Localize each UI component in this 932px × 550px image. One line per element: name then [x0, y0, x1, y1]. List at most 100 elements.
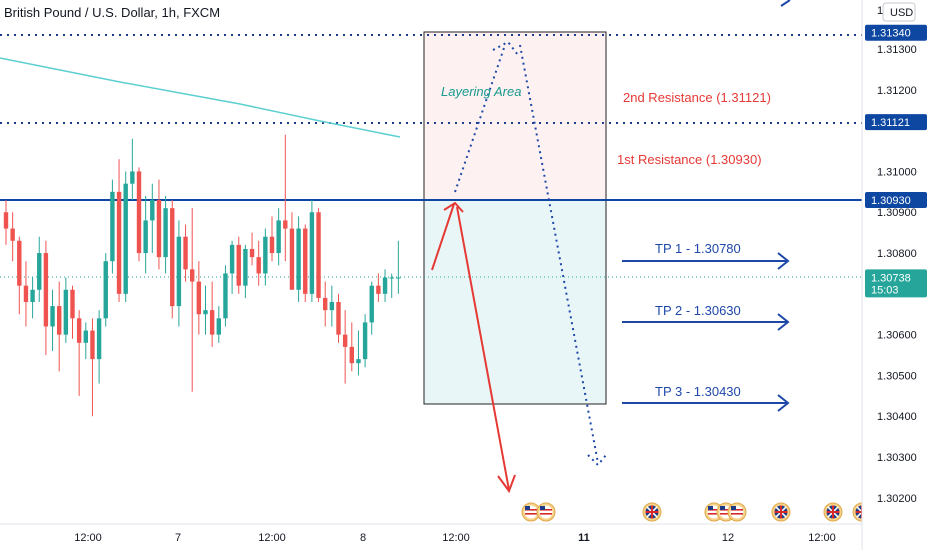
candle[interactable]: [243, 244, 248, 298]
candle[interactable]: [70, 285, 75, 339]
candle[interactable]: [256, 240, 261, 286]
candle[interactable]: [143, 195, 148, 274]
currency-button[interactable]: USD: [882, 2, 916, 22]
candle[interactable]: [63, 277, 69, 343]
uk-flag-event-icon[interactable]: [642, 502, 662, 522]
candle[interactable]: [17, 236, 22, 315]
candle[interactable]: [57, 281, 62, 372]
candle[interactable]: [183, 224, 188, 282]
candle[interactable]: [356, 330, 361, 376]
candle[interactable]: [303, 224, 308, 302]
candle[interactable]: [37, 236, 42, 302]
candle[interactable]: [43, 240, 49, 356]
candle[interactable]: [76, 310, 82, 396]
candlestick-series[interactable]: [3, 134, 401, 417]
candle[interactable]: [156, 179, 162, 270]
tp2-arrow[interactable]: [622, 313, 790, 331]
time-tick-label: 12:00: [442, 532, 470, 544]
price-tick-label: 1.31000: [877, 166, 917, 178]
candle[interactable]: [130, 138, 135, 200]
moving-average-line[interactable]: [0, 57, 401, 138]
time-tick-label: 12:00: [74, 532, 102, 544]
candle[interactable]: [362, 314, 368, 368]
tp2-label[interactable]: TP 2 - 1.30630: [655, 303, 741, 318]
uk-flag-event-icon[interactable]: [823, 502, 843, 522]
candle[interactable]: [216, 306, 221, 343]
resistance-1-label[interactable]: 1st Resistance (1.30930): [617, 152, 762, 167]
candle[interactable]: [190, 208, 195, 392]
candle[interactable]: [96, 310, 102, 384]
candle[interactable]: [236, 236, 241, 294]
candle[interactable]: [170, 200, 175, 319]
time-axis[interactable]: 12:00 7 12:00 8 12:00 11 12 12:00: [74, 532, 836, 544]
candle[interactable]: [223, 265, 228, 327]
economic-events[interactable]: [521, 502, 872, 522]
candle[interactable]: [136, 167, 142, 262]
candle[interactable]: [396, 240, 401, 294]
candle[interactable]: [176, 220, 182, 327]
candle[interactable]: [83, 322, 88, 360]
price-axis[interactable]: 1.31300 1.31200 1.31000 1.30900 1.30800 1.306…: [877, 44, 917, 505]
price-tick-label: 1.31200: [877, 85, 917, 97]
candle[interactable]: [3, 200, 9, 245]
resistance-2-label[interactable]: 2nd Resistance (1.31121): [623, 90, 771, 105]
candle[interactable]: [376, 273, 381, 302]
tp3-label[interactable]: TP 3 - 1.30430: [655, 384, 741, 399]
candle[interactable]: [269, 216, 275, 262]
candle[interactable]: [90, 318, 95, 417]
dotted-projection-path: [454, 40, 607, 467]
bearish-projection-arrow: [456, 206, 516, 494]
candle[interactable]: [10, 212, 15, 262]
candle[interactable]: [389, 273, 394, 298]
candle[interactable]: [296, 216, 301, 302]
candle[interactable]: [369, 281, 374, 335]
candle[interactable]: [229, 240, 235, 294]
candle[interactable]: [163, 195, 168, 274]
target-box[interactable]: [423, 199, 607, 405]
candle[interactable]: [323, 281, 328, 327]
us-flag-event-icon[interactable]: [536, 502, 556, 522]
price-tag-label: 1.30930: [871, 195, 911, 207]
candle[interactable]: [23, 261, 29, 327]
tp1-label[interactable]: TP 1 - 1.30780: [655, 241, 741, 256]
candle[interactable]: [329, 285, 335, 327]
candle[interactable]: [30, 277, 35, 319]
candle[interactable]: [309, 200, 315, 302]
candle[interactable]: [50, 289, 55, 351]
tp3-arrow[interactable]: [622, 394, 790, 412]
candle[interactable]: [316, 208, 321, 302]
price-tag[interactable]: 1.30930: [865, 192, 927, 208]
price-tag[interactable]: 1.31340: [865, 24, 927, 41]
candle[interactable]: [123, 171, 128, 302]
uk-flag-event-icon[interactable]: [771, 502, 791, 522]
us-flag-event-icon[interactable]: [727, 502, 747, 522]
candle[interactable]: [150, 183, 155, 254]
candle[interactable]: [276, 208, 281, 266]
candle[interactable]: [289, 212, 295, 290]
price-tag[interactable]: 1.31121: [865, 114, 927, 131]
price-tick-label: 1.31300: [877, 44, 917, 56]
candle[interactable]: [336, 293, 341, 343]
candle[interactable]: [203, 285, 208, 335]
tp1-arrow[interactable]: [622, 252, 790, 270]
candle[interactable]: [342, 310, 348, 384]
candle[interactable]: [249, 232, 255, 266]
candle[interactable]: [209, 281, 215, 347]
candle[interactable]: [116, 159, 122, 302]
candle[interactable]: [349, 322, 354, 372]
candle[interactable]: [283, 134, 288, 262]
symbol-title[interactable]: British Pound / U.S. Dollar, 1h, FXCM: [4, 5, 220, 20]
countdown-label: 15:03: [871, 284, 899, 296]
candle[interactable]: [382, 269, 388, 302]
us-flag-event-icon[interactable]: [521, 502, 541, 522]
candle[interactable]: [196, 261, 202, 335]
layering-box[interactable]: [423, 31, 607, 201]
price-tick-label: 1.30800: [877, 248, 917, 260]
candle[interactable]: [263, 228, 268, 286]
layering-area-label[interactable]: Layering Area: [441, 84, 521, 99]
candle[interactable]: [110, 179, 115, 274]
candle[interactable]: [103, 253, 108, 327]
